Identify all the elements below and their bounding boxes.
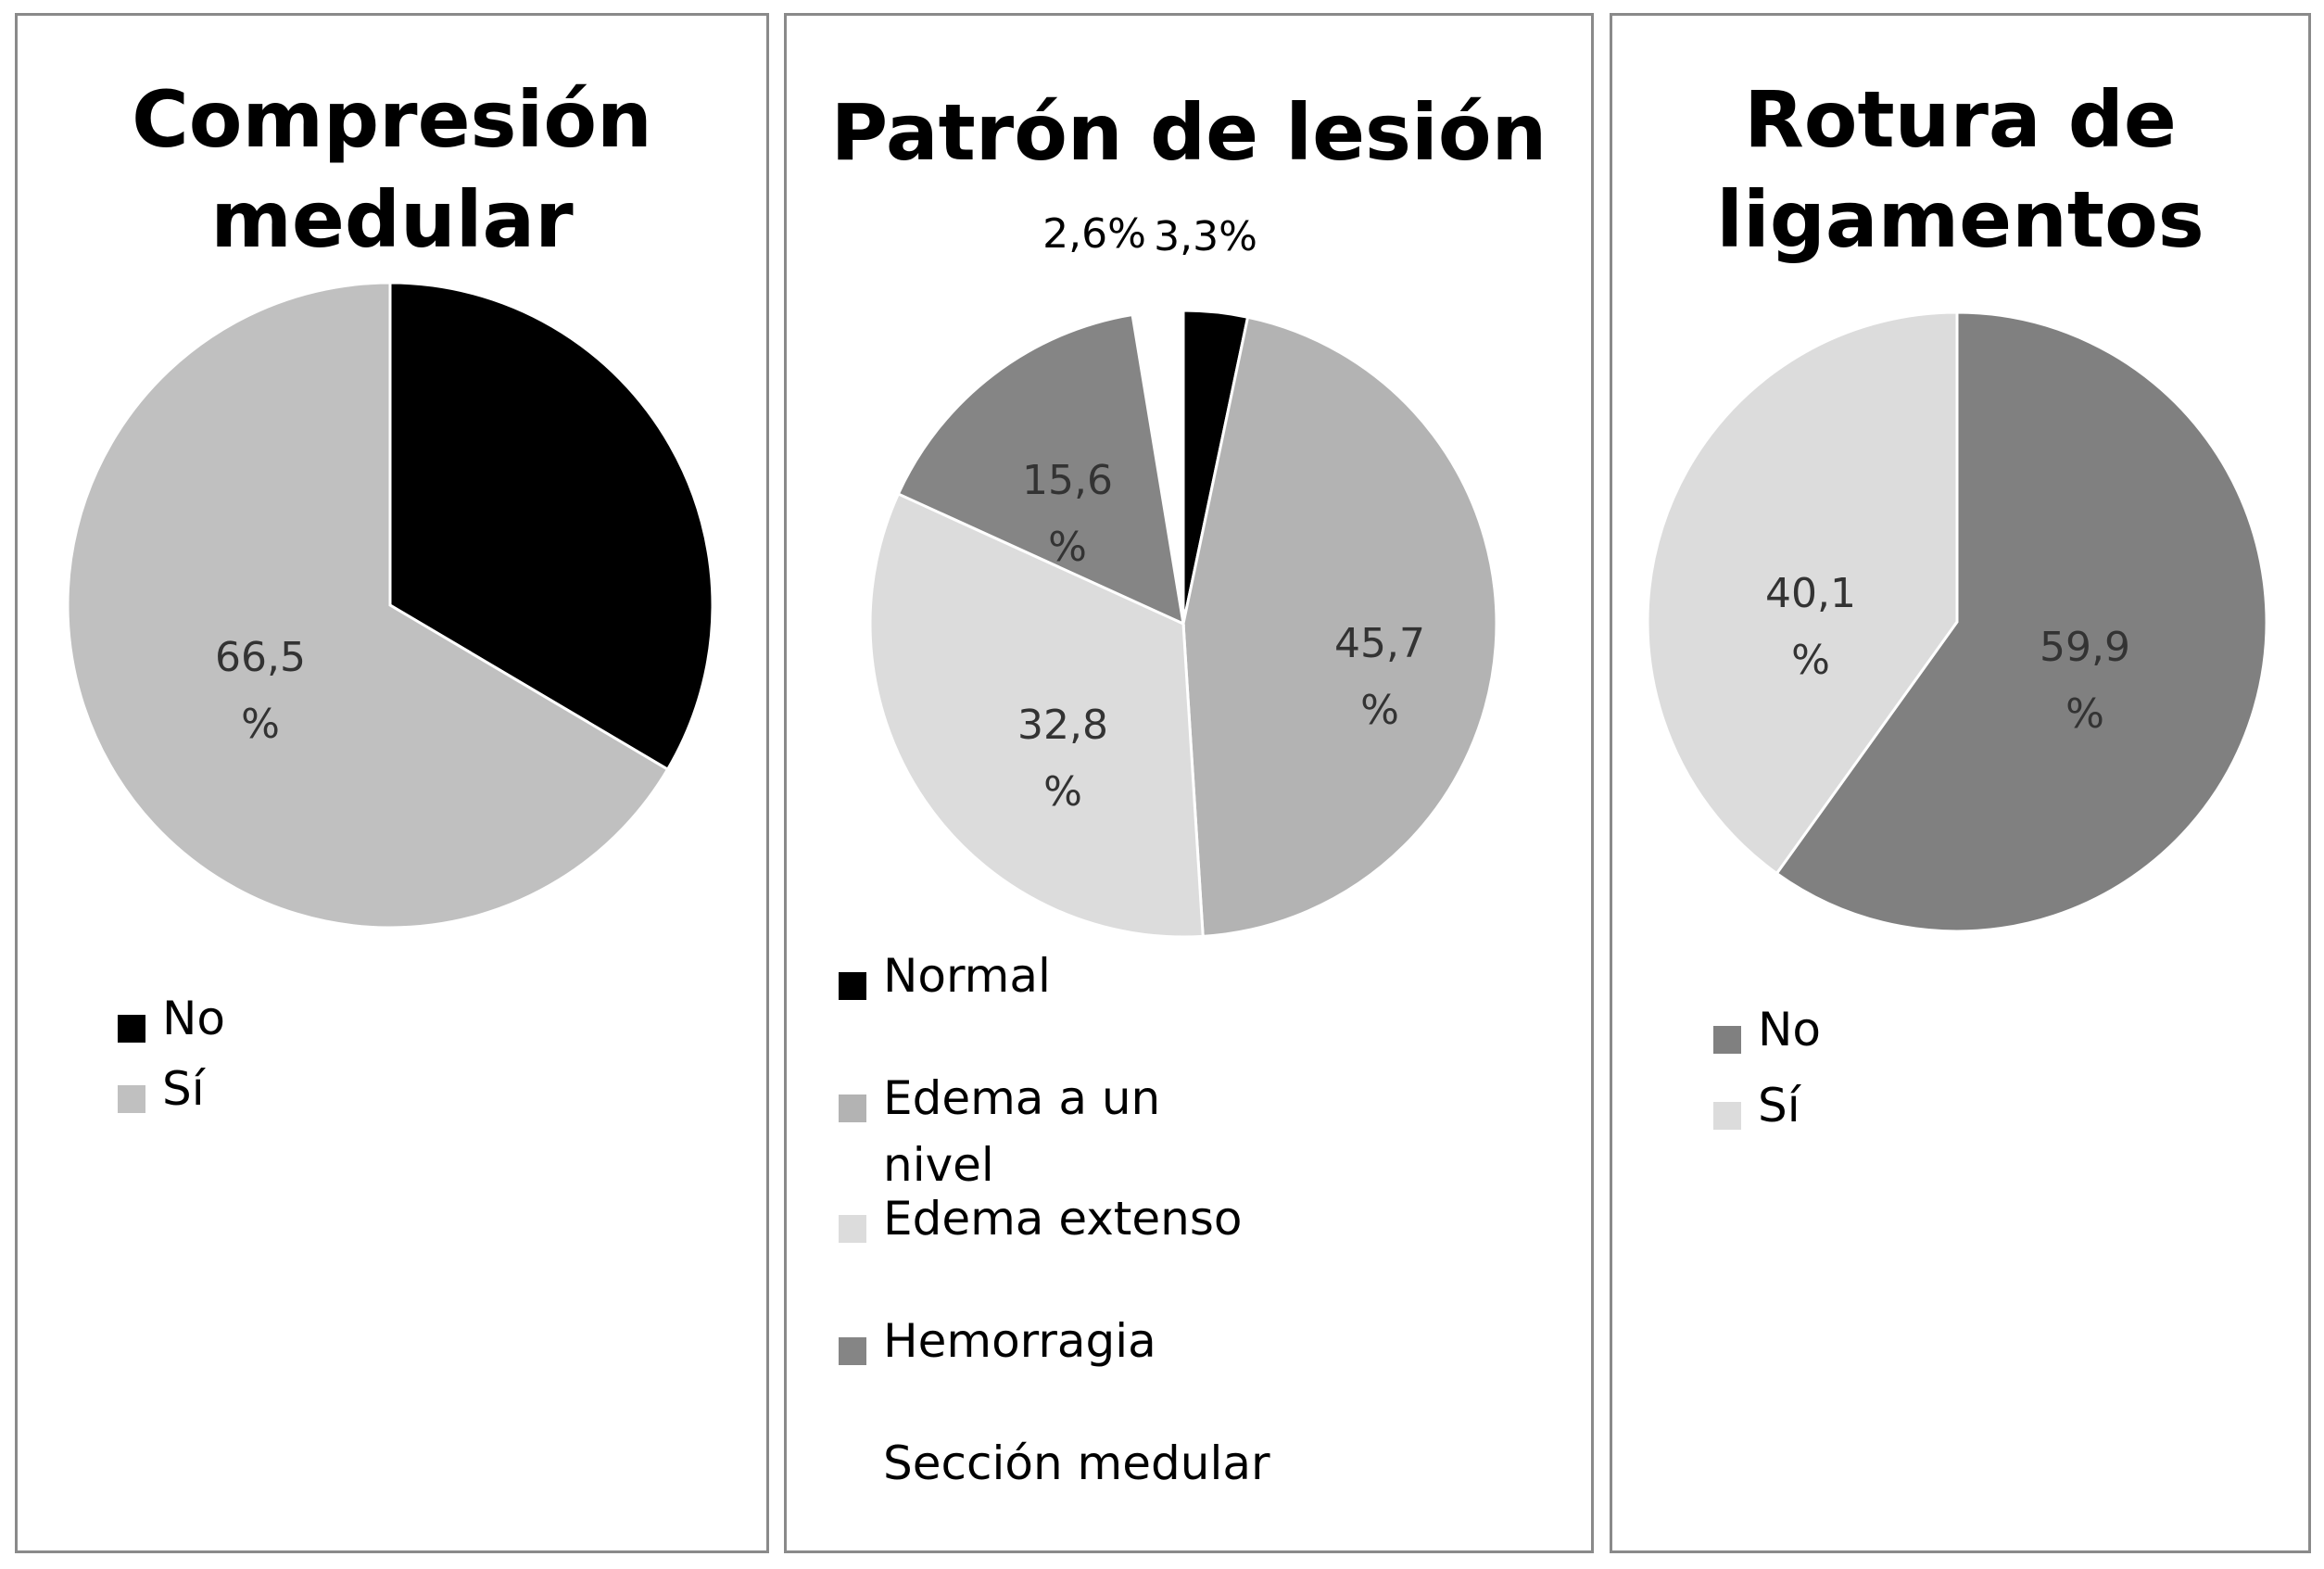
pie-slice-edema-a-un-nivel	[1181, 315, 1498, 938]
legend-label: No	[1758, 1003, 1821, 1057]
legend-swatch	[118, 1015, 145, 1043]
legend-label: Normal	[883, 949, 1051, 1003]
slice-value-label: 15,6%	[1022, 457, 1113, 571]
slice-value-label: 40,1%	[1765, 570, 1856, 684]
legend-swatch	[1713, 1026, 1741, 1054]
slice-value-label: 32,8%	[1017, 702, 1108, 816]
chart-title: Compresión medular	[18, 70, 766, 270]
legend-swatch	[1713, 1102, 1741, 1130]
legend-label: Sección medular	[883, 1436, 1270, 1490]
legend-swatch	[839, 1215, 866, 1243]
pie-chart: 33,5 % 66,5%	[66, 281, 714, 1220]
slice-value-label: 33,5%	[501, 1106, 592, 1220]
chart-title-line: ligamentos	[1716, 174, 2204, 265]
chart-title: Rotura de ligamentos	[1612, 70, 2308, 270]
pie-chart: 59,9 % 40,1%	[1646, 310, 2268, 933]
legend-swatch	[839, 1460, 866, 1487]
legend-label: No	[162, 992, 225, 1045]
chart-title-line: Rotura de	[1744, 74, 2177, 165]
slice-value-label: 66,5%	[215, 634, 306, 748]
legend-label: Hemorragia	[883, 1314, 1156, 1368]
legend-swatch	[839, 1095, 866, 1122]
legend-swatch	[839, 1337, 866, 1365]
pie-slice-no	[388, 281, 714, 772]
legend-label: Edema extenso	[883, 1192, 1243, 1246]
pie-slice-sí	[66, 281, 670, 930]
legend-label: Edema a un nivel	[883, 1071, 1161, 1192]
chart-panel-rotura: Rotura de ligamentos 59,9% 40,1% No Sí	[1610, 13, 2311, 1553]
chart-title-line: medular	[210, 174, 574, 265]
pie-slice-no	[1775, 310, 2268, 933]
legend-swatch	[839, 972, 866, 1000]
pie-slice-sí	[1646, 310, 1959, 876]
pie-chart: 3,3% 45,7 % 32,8 % 15,6 % 2,6%	[868, 210, 1498, 939]
legend-swatch	[118, 1085, 145, 1113]
legend-label: Sí	[1758, 1079, 1800, 1132]
chart-title-line: Patrón de lesión	[830, 87, 1547, 178]
slice-value-label: 2,6%	[1042, 210, 1146, 258]
slice-value-label: 3,3%	[1154, 213, 1257, 260]
pie-slice-hemorragia	[896, 312, 1185, 626]
chart-title: Patrón de lesión	[787, 82, 1591, 183]
chart-panel-patron: Patrón de lesión 3,3% 45,7% 32,8% 15,6% 2,6%…	[784, 13, 1594, 1553]
chart-panel-compresion: Compresión medular 33,5% 66,5% No Sí	[15, 13, 769, 1553]
legend-label: Sí	[162, 1062, 205, 1116]
pie-slice-sección-medular	[1130, 296, 1184, 612]
slice-value-label: 45,7%	[1334, 620, 1425, 734]
slice-value-label: 59,9%	[2040, 624, 2130, 738]
pie-slice-edema-extenso	[868, 491, 1205, 939]
chart-title-line: Compresión	[132, 74, 652, 165]
